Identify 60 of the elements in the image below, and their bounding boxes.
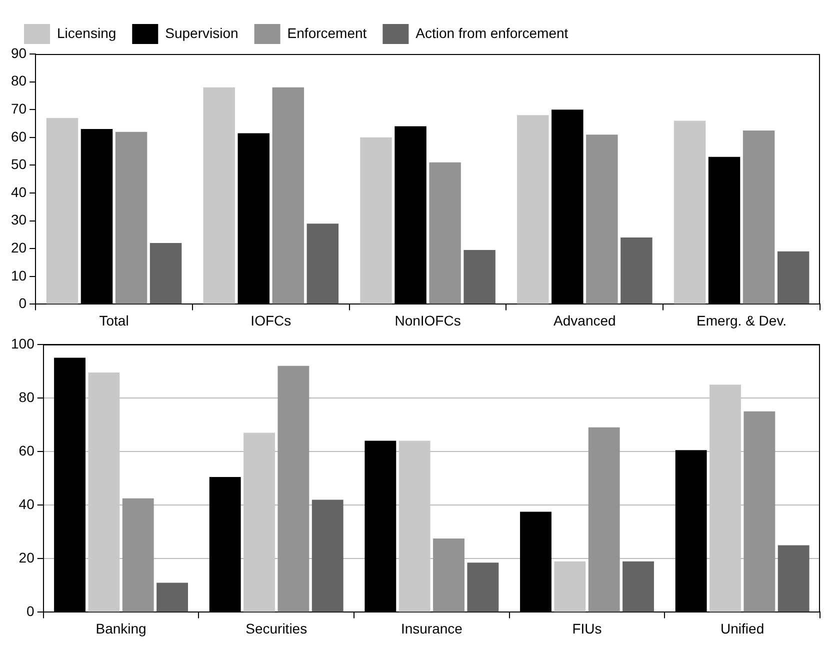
bar <box>115 132 148 304</box>
bar <box>464 250 496 304</box>
bar <box>150 243 182 304</box>
y-tick-label: 70 <box>10 100 27 116</box>
bar <box>46 118 78 304</box>
y-tick-label: 40 <box>10 184 27 200</box>
bar <box>674 120 706 304</box>
bar <box>360 137 392 304</box>
x-tick-label: Insurance <box>400 620 463 636</box>
y-tick-label: 40 <box>18 496 35 512</box>
bar <box>433 538 464 612</box>
x-tick-label: Total <box>99 312 129 328</box>
legend-label: Supervision <box>165 24 238 41</box>
y-tick-label: 0 <box>18 295 27 312</box>
bar <box>586 134 618 304</box>
bar <box>156 582 188 612</box>
y-tick-label: 50 <box>10 156 27 172</box>
bar <box>467 562 499 612</box>
x-tick-label: Advanced <box>554 312 616 328</box>
y-tick-label: 100 <box>11 335 35 352</box>
legend-label: Licensing <box>57 24 116 41</box>
bar <box>312 500 344 612</box>
bar <box>742 130 775 304</box>
y-tick-label: 30 <box>10 212 27 228</box>
bar <box>203 87 236 304</box>
bar <box>88 372 120 612</box>
y-tick-label: 80 <box>10 72 27 89</box>
x-tick-label: NonIOFCs <box>394 312 461 328</box>
x-tick-label: Banking <box>96 620 146 636</box>
y-tick-label: 80 <box>18 388 35 405</box>
bar <box>306 224 339 304</box>
bar <box>744 411 776 612</box>
bar <box>244 432 275 612</box>
y-tick-label: 20 <box>18 550 35 566</box>
bar <box>429 162 461 304</box>
bar <box>620 237 652 304</box>
legend-label: Action from enforcement <box>416 24 568 41</box>
y-tick-label: 60 <box>18 442 35 458</box>
y-tick-label: 10 <box>10 267 27 284</box>
x-tick-label: Unified <box>720 620 764 636</box>
bar <box>622 561 654 612</box>
bar <box>778 545 810 612</box>
bar <box>517 115 549 304</box>
y-tick-label: 60 <box>10 128 27 144</box>
bar <box>777 251 810 304</box>
bar <box>122 498 154 612</box>
bar <box>588 427 620 612</box>
y-tick-label: 90 <box>10 44 27 61</box>
x-tick-label: Securities <box>246 620 308 636</box>
x-tick-label: Emerg. & Dev. <box>696 312 787 328</box>
bar <box>278 366 310 612</box>
x-tick-label: FIUs <box>572 620 602 636</box>
bar <box>272 87 304 304</box>
bar <box>554 561 586 612</box>
bar <box>398 440 430 612</box>
y-tick-label: 20 <box>10 239 27 256</box>
legend-label: Enforcement <box>287 24 367 41</box>
y-tick-label: 0 <box>26 603 35 620</box>
x-tick-label: IOFCs <box>250 312 292 328</box>
bar <box>710 384 741 612</box>
